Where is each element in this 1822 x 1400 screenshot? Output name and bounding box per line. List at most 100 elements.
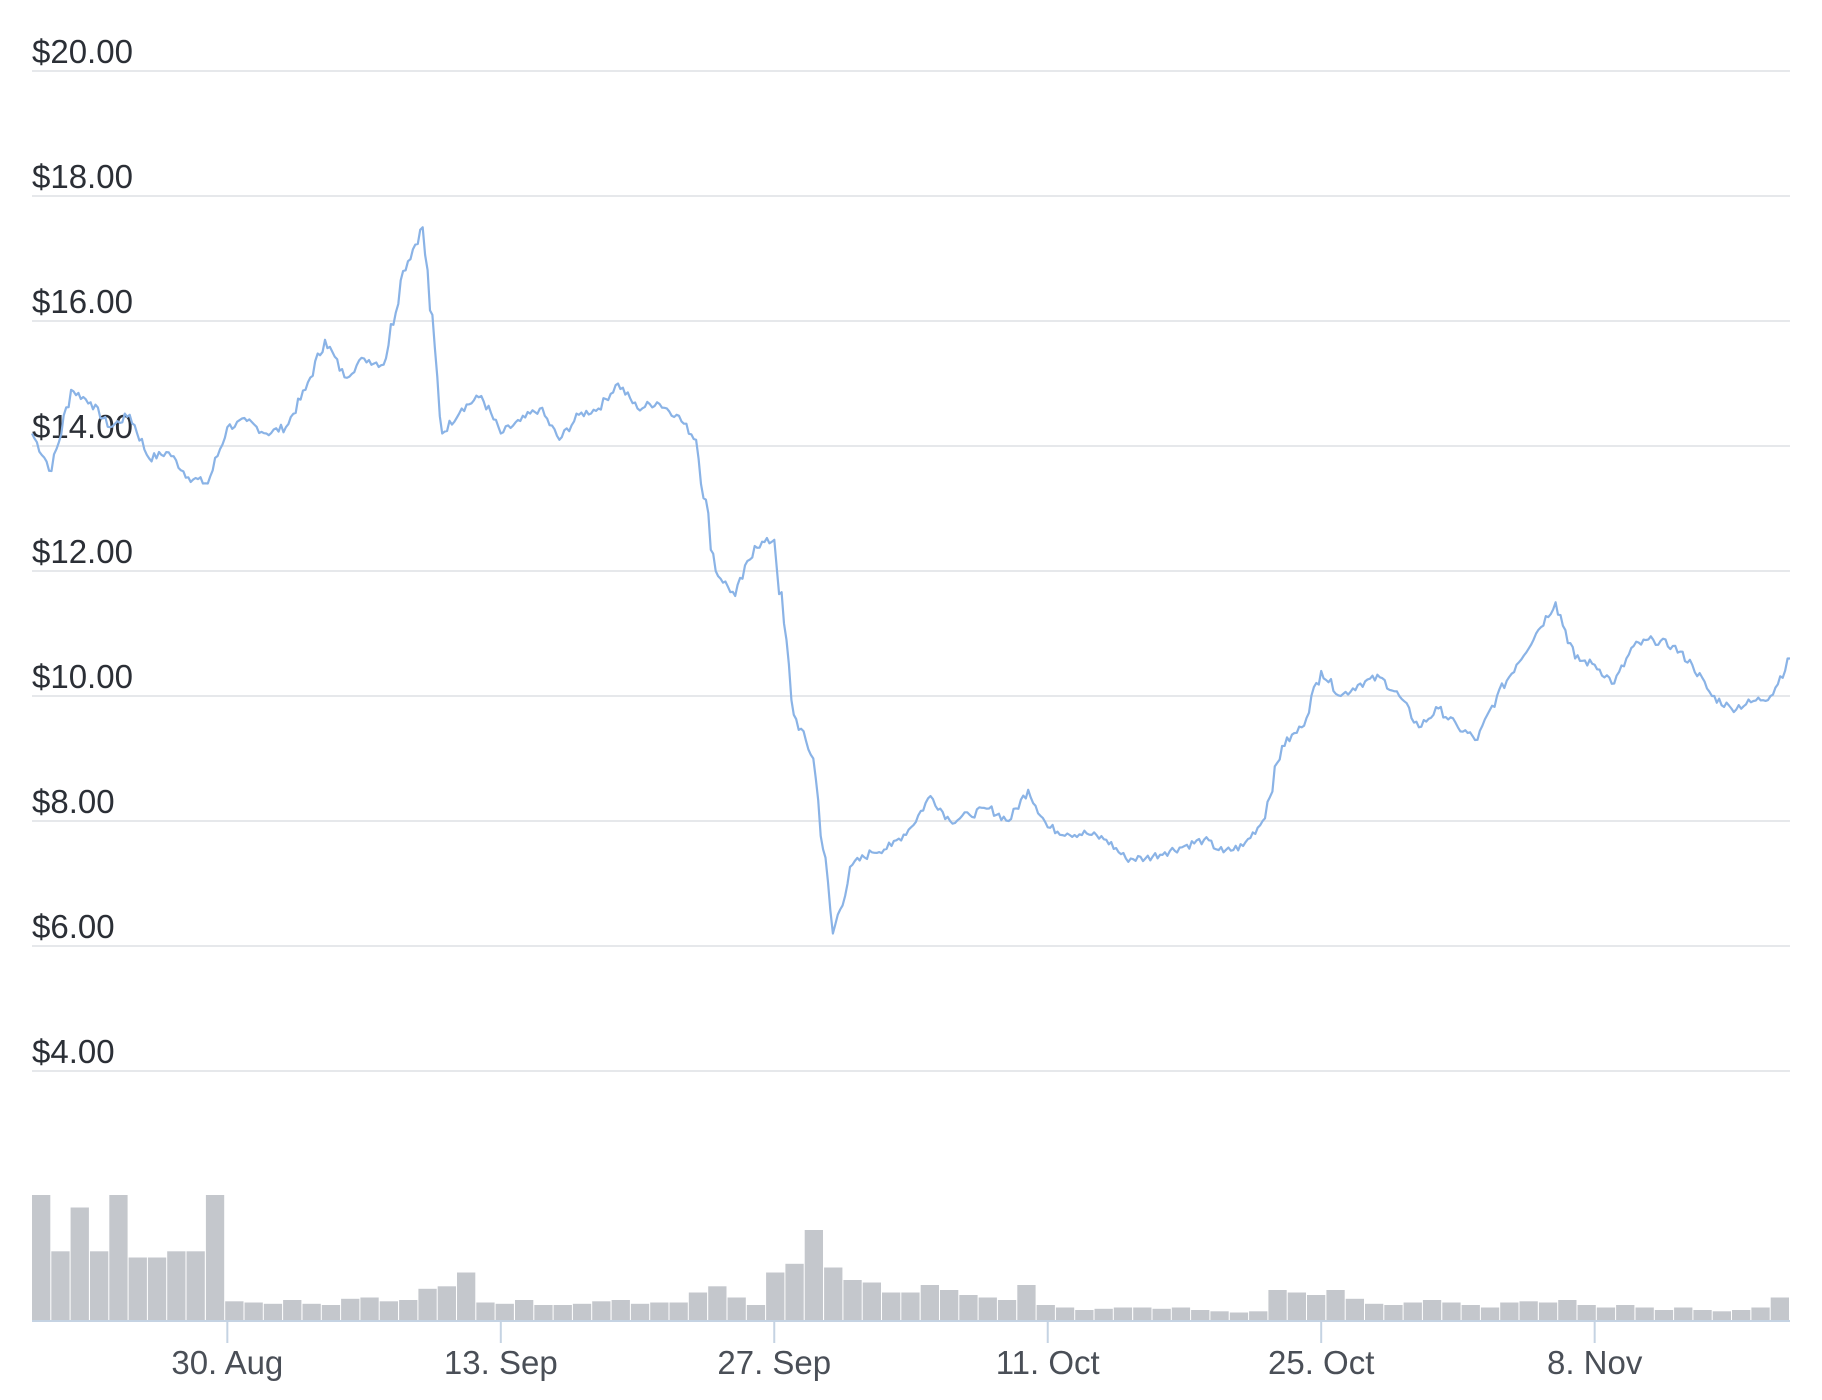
y-tick-label: $10.00 (32, 658, 133, 695)
volume-bar (1558, 1300, 1577, 1320)
volume-bar (708, 1286, 727, 1321)
volume-bar (1345, 1298, 1364, 1321)
volume-bar (1403, 1302, 1422, 1320)
volume-bar (978, 1297, 997, 1320)
volume-bar (128, 1257, 147, 1320)
volume-bar (1538, 1302, 1558, 1320)
volume-bar (785, 1263, 804, 1321)
volume-bar (1326, 1290, 1345, 1320)
volume-bar (167, 1251, 186, 1321)
volume-bar (399, 1300, 418, 1320)
volume-bar (882, 1292, 901, 1320)
volume-bar (1210, 1311, 1229, 1321)
volume-bar (379, 1301, 398, 1321)
volume-bar (476, 1302, 495, 1320)
volume-bar (650, 1302, 669, 1320)
volume-bar (1500, 1302, 1519, 1320)
volume-bar (321, 1305, 341, 1320)
x-tick-label: 30. Aug (171, 1344, 283, 1381)
volume-bar (225, 1301, 244, 1321)
volume-bar (592, 1301, 611, 1321)
volume-bar (611, 1300, 630, 1320)
y-tick-label: $14.00 (32, 408, 133, 445)
volume-bar (630, 1303, 650, 1321)
volume-bar (1133, 1307, 1152, 1320)
volume-bar (1152, 1308, 1171, 1321)
volume-bar (1635, 1307, 1654, 1320)
volume-bar (843, 1280, 862, 1320)
x-tick-label: 27. Sep (717, 1344, 831, 1381)
volume-bar (1113, 1307, 1133, 1320)
volume-bar (804, 1230, 823, 1320)
volume-bar (997, 1300, 1017, 1320)
volume-bar (1268, 1290, 1287, 1320)
volume-bar (572, 1303, 592, 1321)
y-tick-label: $4.00 (32, 1033, 115, 1070)
volume-bar (824, 1267, 843, 1320)
volume-bar (90, 1251, 109, 1321)
volume-bar (862, 1282, 881, 1320)
volume-bar (1055, 1307, 1075, 1320)
volume-bar (1693, 1310, 1712, 1320)
volume-bar (766, 1272, 785, 1320)
volume-bar (1171, 1307, 1191, 1320)
volume-bar (1654, 1310, 1674, 1320)
y-tick-label: $20.00 (32, 33, 133, 70)
volume-bar (1442, 1302, 1461, 1320)
y-tick-label: $18.00 (32, 158, 133, 195)
volume-bar (32, 1195, 51, 1320)
volume-bar (1674, 1307, 1693, 1320)
volume-bar (341, 1298, 360, 1321)
volume-bar (70, 1207, 89, 1320)
volume-bar (553, 1305, 572, 1320)
y-tick-label: $16.00 (32, 283, 133, 320)
volume-bar (901, 1292, 920, 1320)
volume-bar (360, 1297, 379, 1320)
volume-bar (1596, 1307, 1616, 1320)
volume-bar (205, 1195, 225, 1320)
volume-bar (1229, 1312, 1249, 1320)
volume-bar (1732, 1310, 1751, 1320)
volume-bar (418, 1288, 437, 1321)
volume-bar (109, 1195, 128, 1320)
volume-bar (437, 1286, 456, 1321)
volume-bar (1461, 1305, 1480, 1320)
volume-bar (283, 1300, 302, 1320)
x-tick-label: 8. Nov (1547, 1344, 1643, 1381)
volume-bar (515, 1300, 534, 1320)
volume-bar (940, 1290, 959, 1320)
volume-bar (534, 1305, 553, 1320)
volume-bar (746, 1305, 766, 1320)
y-tick-label: $6.00 (32, 908, 115, 945)
volume-bar (1365, 1303, 1384, 1321)
volume-bar (457, 1272, 476, 1320)
volume-bar (1191, 1310, 1210, 1320)
volume-bar (1751, 1307, 1770, 1320)
x-tick-label: 25. Oct (1268, 1344, 1374, 1381)
volume-bar (920, 1285, 939, 1320)
volume-bar (1017, 1285, 1036, 1320)
volume-bar (1094, 1308, 1113, 1321)
volume-bar (1384, 1305, 1403, 1320)
volume-bar (1712, 1311, 1731, 1321)
volume-bar (495, 1303, 514, 1321)
volume-bar (669, 1302, 688, 1320)
volume-bar (51, 1251, 70, 1321)
volume-bar (263, 1303, 283, 1321)
volume-bar (1422, 1300, 1442, 1320)
volume-bar (1036, 1305, 1055, 1320)
volume-bar (1519, 1301, 1538, 1321)
volume-bar (186, 1251, 205, 1321)
volume-bar (1075, 1310, 1094, 1320)
y-axis-labels: $20.00 $18.00 $16.00 $14.00 $12.00 $10.00 $8.0… (32, 33, 133, 1070)
volume-bar (688, 1292, 708, 1320)
volume-bars (32, 1195, 1789, 1321)
volume-bar (1770, 1297, 1789, 1320)
y-tick-label: $12.00 (32, 533, 133, 570)
volume-bar (244, 1302, 263, 1320)
volume-bar (1287, 1292, 1306, 1320)
x-tick-label: 11. Oct (996, 1344, 1100, 1381)
volume-bar (727, 1297, 746, 1320)
